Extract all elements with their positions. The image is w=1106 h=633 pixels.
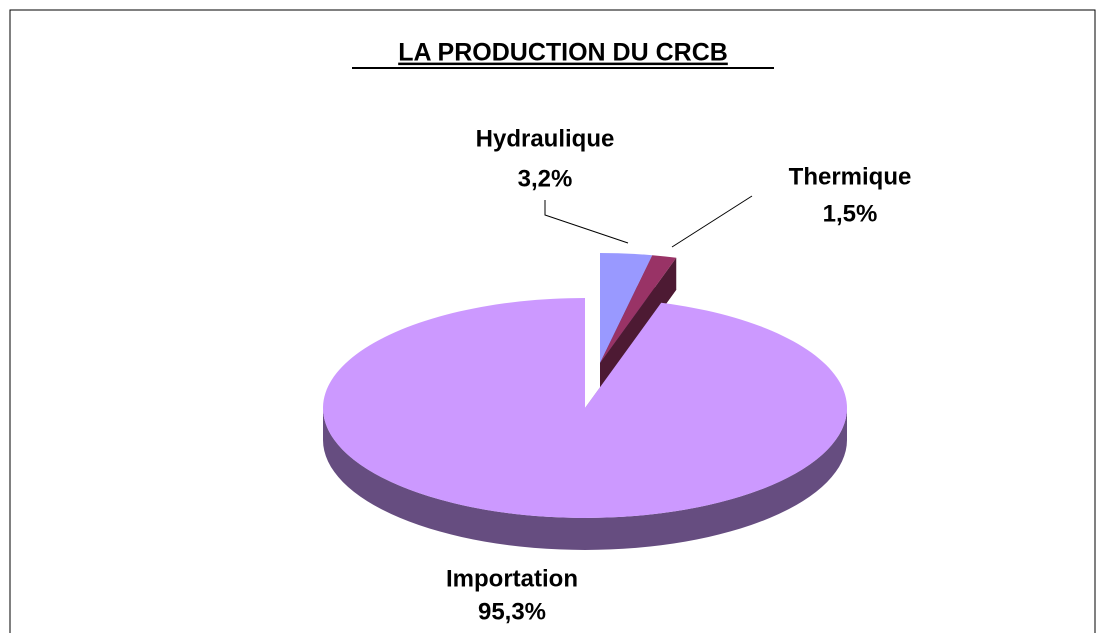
chart-frame xyxy=(9,9,1096,633)
leader-line xyxy=(544,200,629,244)
pie xyxy=(322,253,847,550)
pie-slice xyxy=(322,297,847,518)
leader-line xyxy=(671,195,753,248)
slice-side xyxy=(600,257,677,395)
pie-slice xyxy=(600,255,677,363)
chart-title: LA PRODUCTION DU CRCB xyxy=(398,39,728,67)
slice-value-label: 1,5% xyxy=(823,200,878,227)
labels: Hydraulique 3,2% Thermique 1,5% Importation 9… xyxy=(446,125,911,625)
pie-slice xyxy=(600,253,653,363)
slice-label: Thermique xyxy=(789,163,912,190)
slice-value-label: 95,3% xyxy=(478,598,546,625)
slice-label: Hydraulique xyxy=(476,125,615,152)
slice-side xyxy=(323,408,847,550)
slice-value-label: 3,2% xyxy=(518,165,573,192)
slice-label: Importation xyxy=(446,565,578,592)
